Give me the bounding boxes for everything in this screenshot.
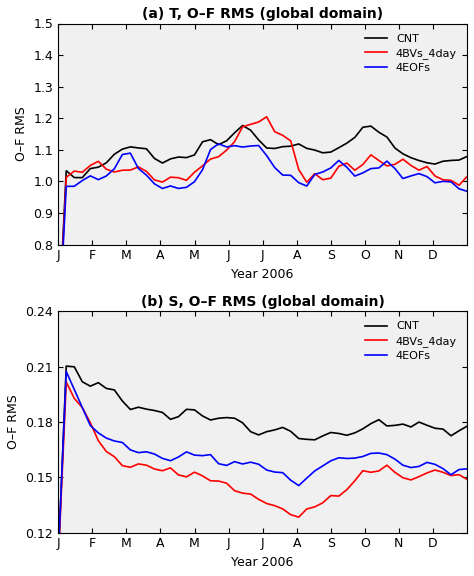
Line: 4EOFs: 4EOFs xyxy=(58,372,467,557)
4BVs_4day xyxy=(64,378,69,385)
4BVs_4day xyxy=(55,559,61,566)
Line: 4BVs_4day: 4BVs_4day xyxy=(58,117,467,340)
CNT xyxy=(95,379,101,386)
4BVs_4day xyxy=(248,121,254,128)
CNT xyxy=(312,437,318,444)
CNT xyxy=(464,423,470,430)
4BVs_4day xyxy=(440,176,446,183)
4BVs_4day xyxy=(208,478,213,484)
4BVs_4day xyxy=(312,503,318,510)
4EOFs xyxy=(88,172,93,179)
4BVs_4day xyxy=(440,469,446,476)
4BVs_4day xyxy=(256,496,262,503)
CNT xyxy=(200,138,205,145)
4BVs_4day xyxy=(464,476,470,483)
4EOFs xyxy=(312,171,318,178)
CNT xyxy=(328,149,334,156)
CNT xyxy=(464,153,470,160)
4EOFs xyxy=(256,461,262,468)
CNT xyxy=(240,122,246,129)
4EOFs xyxy=(95,430,101,437)
4EOFs xyxy=(256,142,262,149)
CNT xyxy=(88,165,93,172)
Line: 4BVs_4day: 4BVs_4day xyxy=(58,382,467,563)
4BVs_4day xyxy=(328,175,334,181)
CNT xyxy=(64,363,69,370)
4BVs_4day xyxy=(464,173,470,180)
4EOFs xyxy=(464,188,470,195)
4EOFs xyxy=(55,338,61,345)
4EOFs xyxy=(64,368,69,375)
CNT xyxy=(55,330,61,337)
4BVs_4day xyxy=(95,437,101,444)
CNT xyxy=(208,416,213,423)
CNT xyxy=(440,158,446,165)
4EOFs xyxy=(208,451,213,458)
Line: CNT: CNT xyxy=(58,366,467,560)
CNT xyxy=(55,557,61,564)
Y-axis label: O–F RMS: O–F RMS xyxy=(7,395,20,449)
4BVs_4day xyxy=(264,113,270,120)
4EOFs xyxy=(55,554,61,560)
4BVs_4day xyxy=(55,336,61,343)
Legend: CNT, 4BVs_4day, 4EOFs: CNT, 4BVs_4day, 4EOFs xyxy=(360,317,462,366)
Line: CNT: CNT xyxy=(58,126,467,334)
Line: 4EOFs: 4EOFs xyxy=(58,144,467,342)
4EOFs xyxy=(216,141,221,147)
CNT xyxy=(328,429,334,436)
Legend: CNT, 4BVs_4day, 4EOFs: CNT, 4BVs_4day, 4EOFs xyxy=(360,29,462,78)
Y-axis label: O–F RMS: O–F RMS xyxy=(15,107,28,161)
X-axis label: Year 2006: Year 2006 xyxy=(231,556,294,569)
4EOFs xyxy=(200,166,205,173)
CNT xyxy=(440,426,446,433)
4EOFs xyxy=(312,468,318,475)
CNT xyxy=(312,147,318,154)
4EOFs xyxy=(328,165,334,172)
4BVs_4day xyxy=(328,492,334,499)
CNT xyxy=(256,137,262,143)
CNT xyxy=(256,431,262,438)
4BVs_4day xyxy=(312,170,318,177)
4EOFs xyxy=(440,465,446,472)
4EOFs xyxy=(440,178,446,185)
X-axis label: Year 2006: Year 2006 xyxy=(231,268,294,281)
4BVs_4day xyxy=(200,162,205,169)
4EOFs xyxy=(328,457,334,464)
Title: (a) T, O–F RMS (global domain): (a) T, O–F RMS (global domain) xyxy=(142,7,383,21)
4EOFs xyxy=(464,465,470,472)
4BVs_4day xyxy=(88,162,93,169)
Title: (b) S, O–F RMS (global domain): (b) S, O–F RMS (global domain) xyxy=(141,295,384,309)
